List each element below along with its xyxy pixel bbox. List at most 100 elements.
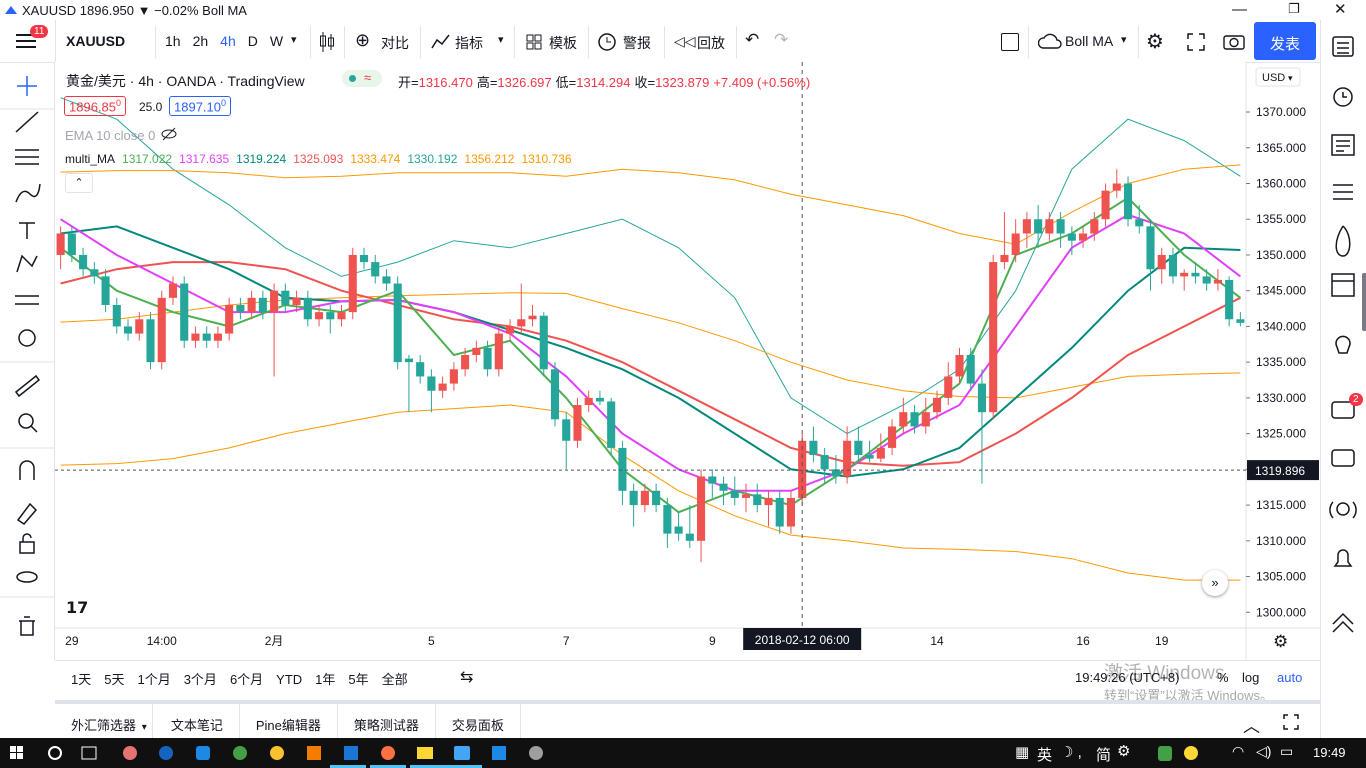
calendar[interactable] <box>1331 273 1355 297</box>
interval[interactable]: 1h <box>165 33 181 49</box>
symbol[interactable]: XAUUSD <box>66 33 126 49</box>
layout-button[interactable] <box>1001 33 1019 51</box>
delete-tool[interactable] <box>19 616 35 636</box>
interval[interactable]: W <box>269 33 284 49</box>
panel-tab[interactable]: Pine编辑器 <box>240 704 338 742</box>
tray-icon[interactable] <box>1184 746 1198 760</box>
panel-tab[interactable]: 文本笔记 <box>155 704 240 742</box>
prediction-tool[interactable] <box>15 295 39 305</box>
candle-body <box>270 290 279 313</box>
bid-box[interactable]: 1896.850 <box>64 96 127 117</box>
volume-icon[interactable]: ◁) <box>1256 743 1272 759</box>
measure-tool[interactable] <box>14 374 41 398</box>
lock-drawing-tool[interactable] <box>16 502 38 525</box>
indicators-dropdown[interactable]: ▾ <box>498 34 504 46</box>
cloud-icon <box>1038 33 1062 49</box>
go-to-date[interactable]: ⇆ <box>460 669 474 686</box>
magnet-tool[interactable] <box>19 460 35 480</box>
interval[interactable]: D <box>247 33 258 49</box>
ask-box[interactable]: 1897.100 <box>169 96 232 117</box>
notifications[interactable] <box>1333 549 1353 567</box>
range-button[interactable]: 全部 <box>381 672 408 687</box>
interval[interactable]: 4h <box>220 33 236 49</box>
ime-settings[interactable]: ⚙ <box>1117 743 1131 760</box>
alerts-panel[interactable] <box>1333 87 1353 107</box>
percent-toggle[interactable]: % <box>1217 670 1229 685</box>
redo[interactable]: ↷ <box>774 30 789 49</box>
watchlist[interactable] <box>1332 36 1354 57</box>
trendline-tool[interactable] <box>15 111 39 133</box>
ideas[interactable] <box>1335 335 1351 354</box>
panel-tabs: 外汇筛选器 ▾ 文本笔记 Pine编辑器 策略测试器 交易面板 <box>55 704 521 742</box>
news[interactable] <box>1331 134 1355 156</box>
close[interactable]: ✕ <box>1334 1 1347 18</box>
scroll-to-latest[interactable]: » <box>1202 570 1228 596</box>
alerts-button[interactable]: 警报 <box>623 35 651 51</box>
interval-dropdown[interactable]: ▾ <box>291 34 297 46</box>
range-button[interactable]: 3个月 <box>183 672 217 687</box>
interval[interactable]: 2h <box>192 33 209 49</box>
chat[interactable] <box>1331 401 1355 419</box>
screenshot[interactable] <box>1223 33 1245 50</box>
collapse-sidebar[interactable] <box>1332 620 1354 633</box>
hotlist[interactable] <box>1333 184 1353 200</box>
trending[interactable] <box>1335 225 1351 257</box>
taskbar-clock[interactable]: 19:49 <box>1313 745 1346 760</box>
candle-body <box>1225 279 1234 320</box>
auto-toggle[interactable]: auto <box>1277 670 1303 685</box>
pattern-tool[interactable] <box>16 254 38 273</box>
bottom-panel: 外汇筛选器 ▾ 文本笔记 Pine编辑器 策略测试器 交易面板 ︿ <box>55 700 1320 742</box>
brush-tool[interactable] <box>15 183 41 203</box>
ime-mode[interactable]: 简 <box>1096 747 1112 764</box>
range-button[interactable]: 5年 <box>348 672 369 687</box>
range-button[interactable]: 1天 <box>71 672 92 687</box>
ime-icon[interactable]: ▦ <box>1015 744 1030 761</box>
range-button[interactable]: YTD <box>276 672 303 687</box>
sidebar-icons <box>1329 36 1366 633</box>
collapse-legend[interactable]: ⌃ <box>65 173 93 193</box>
undo[interactable]: ↶ <box>745 30 760 49</box>
tab-dropdown[interactable]: ▾ <box>139 722 147 733</box>
hidden-icon[interactable] <box>160 127 178 141</box>
replay-button[interactable]: 回放 <box>697 35 725 51</box>
axis-settings[interactable]: ⚙ <box>1273 632 1289 651</box>
range-button[interactable]: 1个月 <box>137 672 171 687</box>
publish-button[interactable] <box>1254 22 1316 60</box>
streams[interactable] <box>1336 502 1350 516</box>
ime-language[interactable]: 英 <box>1037 747 1053 764</box>
range-button[interactable]: 1年 <box>315 672 336 687</box>
panel-tab[interactable]: 策略测试器 <box>338 704 436 742</box>
maximize-panel[interactable] <box>1283 714 1299 730</box>
candle-body <box>809 440 818 456</box>
indicator-line <box>60 213 1242 492</box>
public-chat[interactable] <box>1331 449 1355 467</box>
crosshair-tool[interactable] <box>17 76 37 96</box>
indicators-button[interactable]: 指标 <box>455 35 483 51</box>
log-toggle[interactable]: log <box>1242 670 1260 685</box>
restore[interactable]: ❐ <box>1288 1 1300 16</box>
fib-tool[interactable] <box>15 149 39 165</box>
text-tool[interactable] <box>19 222 35 239</box>
compare-button[interactable]: 对比 <box>381 35 409 51</box>
security-icon[interactable] <box>1158 746 1172 761</box>
range-button[interactable]: 6个月 <box>229 672 264 687</box>
panel-tab[interactable]: 交易面板 <box>436 704 521 742</box>
ma-value: 1317.635 <box>179 152 230 166</box>
range-button[interactable]: 5天 <box>104 672 125 687</box>
market-status: ≈ <box>342 70 382 87</box>
panel-tab[interactable]: 外汇筛选器 <box>55 704 154 742</box>
expand-panel[interactable]: ︿ <box>1243 717 1260 736</box>
settings[interactable]: ⚙ <box>1146 31 1164 53</box>
minimize[interactable]: — <box>1232 1 1247 18</box>
chart-style-icon[interactable] <box>318 31 336 53</box>
zoom-tool[interactable] <box>18 413 34 429</box>
templates-button[interactable]: 模板 <box>549 35 577 51</box>
visibility-tool[interactable] <box>16 571 38 583</box>
study-dropdown[interactable]: ▾ <box>1121 34 1127 46</box>
fullscreen[interactable] <box>1187 33 1205 51</box>
battery-icon[interactable]: ▭ <box>1280 743 1294 759</box>
lock-tool[interactable] <box>19 541 35 554</box>
study-name[interactable]: Boll MA <box>1065 33 1114 49</box>
network-icon[interactable]: ◠ <box>1232 743 1245 759</box>
emoji-tool[interactable] <box>18 329 36 347</box>
